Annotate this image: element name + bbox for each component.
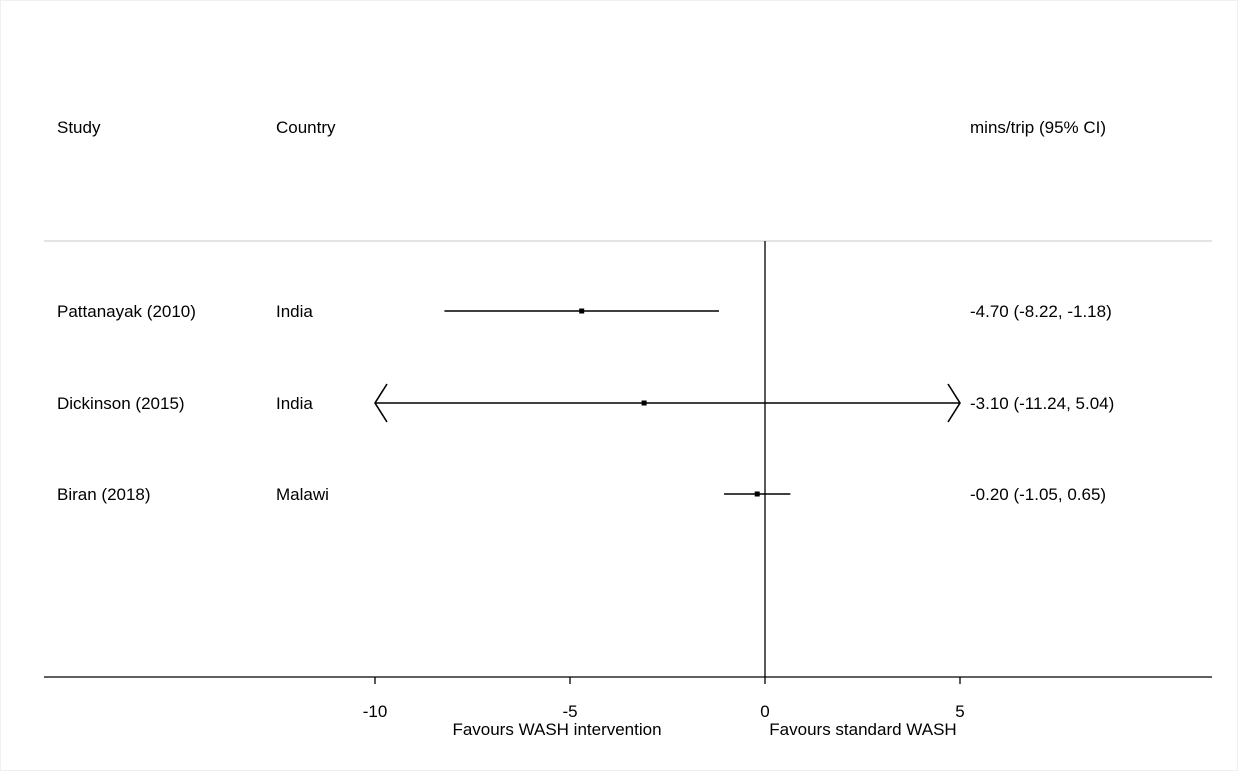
favours-left-label: Favours WASH intervention [452,720,661,739]
ci-truncation-arrow-left [374,383,388,423]
x-axis-ticks: -10 -5 0 5 [363,677,965,721]
study-estimate-label: -3.10 (-11.24, 5.04) [970,394,1114,413]
x-tick-label: -10 [363,702,388,721]
study-name: Biran (2018) [57,485,151,504]
x-tick-label: 0 [760,702,769,721]
point-estimate-marker [641,400,647,406]
study-estimate-label: -4.70 (-8.22, -1.18) [970,302,1112,321]
study-country: Malawi [276,485,329,504]
header-country: Country [276,118,336,137]
study-name: Pattanayak (2010) [57,302,196,321]
study-rows: Pattanayak (2010) India -4.70 (-8.22, -1.1… [57,302,1114,504]
header-study: Study [57,118,101,137]
favours-right-label: Favours standard WASH [769,720,956,739]
point-estimate-marker [754,491,760,497]
study-name: Dickinson (2015) [57,394,185,413]
x-tick-label: 5 [955,702,964,721]
study-estimate-label: -0.20 (-1.05, 0.65) [970,485,1106,504]
x-tick-label: -5 [562,702,577,721]
point-estimate-marker [579,308,585,314]
study-country: India [276,302,313,321]
header-estimate: mins/trip (95% CI) [970,118,1106,137]
ci-truncation-arrow-right [947,383,961,423]
study-country: India [276,394,313,413]
